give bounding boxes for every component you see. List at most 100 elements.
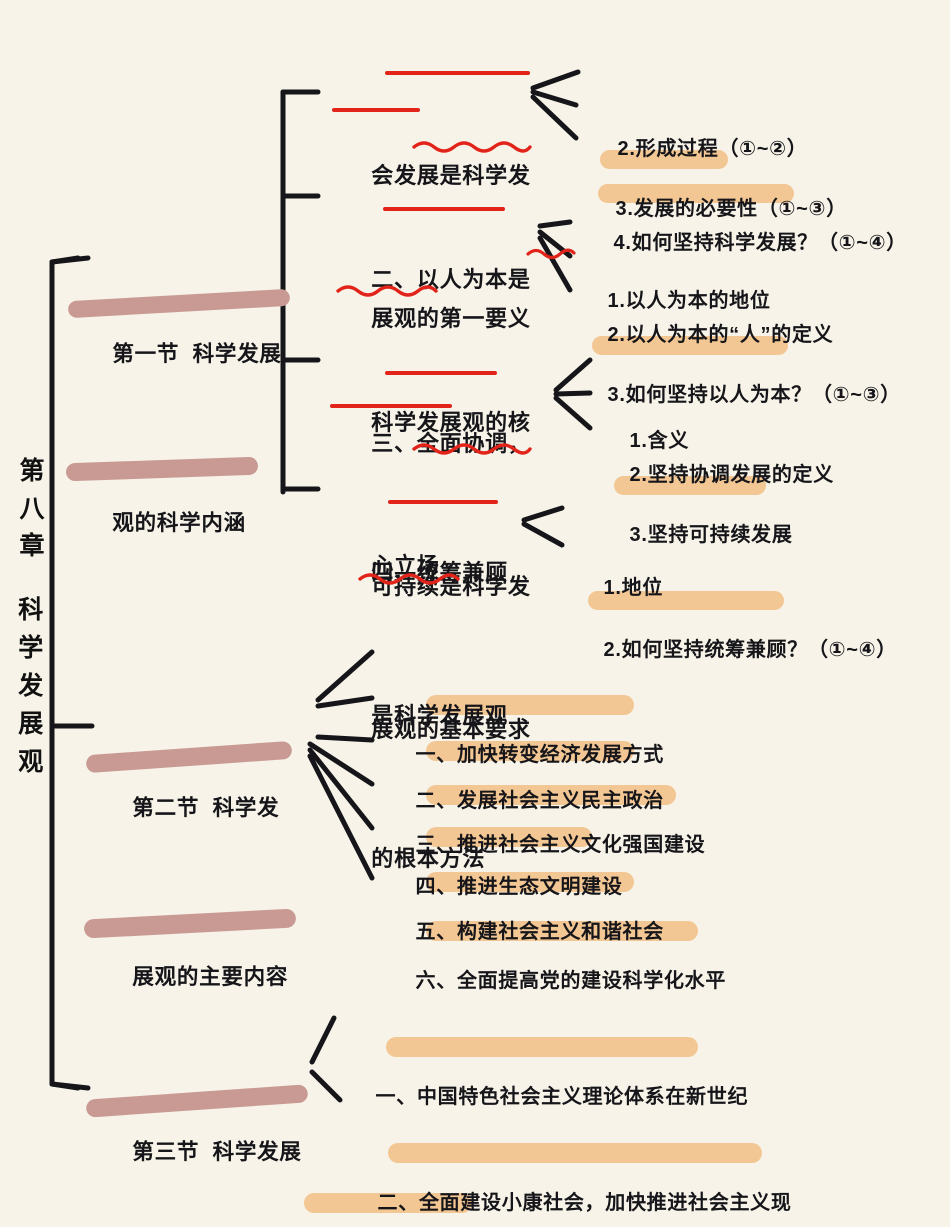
leaf-text: 地位 [621, 577, 664, 599]
root-chapter-title: 第八章 科 学 发 展 观 [10, 452, 54, 781]
pink-highlight [85, 740, 293, 774]
item-number: 一、 [415, 744, 457, 766]
section-2-item-6[interactable]: 六、全面提高党的建设科学化水平 [378, 864, 726, 1072]
pink-highlight [83, 907, 297, 939]
leaf-number: 2. [603, 639, 622, 661]
item-text: 推进生态文明建设 [456, 876, 623, 898]
item-text: 构建社会主义和谐社会 [456, 921, 664, 943]
leaf-text: 形成过程 [635, 138, 719, 160]
leaf-text: 如何坚持科学发展？ [631, 232, 818, 254]
item-number: 二、 [377, 1192, 419, 1214]
orange-highlight [426, 785, 676, 805]
leaf-1-2-1[interactable]: 1.以人为本的地位 [570, 210, 771, 392]
red-underline [332, 108, 420, 112]
leaf-number: 2. [617, 138, 636, 160]
leaf-1-1-3[interactable]: 4.如何坚持科学发展？（①~④） [576, 126, 907, 334]
red-underline [385, 71, 530, 75]
item-text: 推进社会主义文化强国建设 [456, 834, 706, 856]
leaf-1-4-1[interactable]: 1.地位 [566, 497, 663, 679]
leaf-text: 如何坚持以人为本？ [625, 384, 812, 406]
red-squiggle [526, 248, 576, 260]
orange-highlight [614, 476, 766, 495]
branch-1-3-line-2: 可持续是科学发 [371, 573, 531, 599]
section-2-line-1: 第二节 科学发 [85, 738, 293, 852]
red-underline [388, 500, 498, 504]
section-1-line-2: 观的科学内涵 [65, 454, 259, 568]
section-3-item-2[interactable]: 二、全面建设小康社会，加快推进社会主义现 代化的根本指针 [340, 1086, 792, 1227]
orange-highlight [426, 741, 634, 761]
leaf-1-2-3[interactable]: 3.如何坚持以人为本？（①~③） [570, 278, 901, 486]
pink-highlight [67, 288, 291, 319]
orange-highlight [426, 921, 698, 941]
section-3-item-1-line-2: 新阶段的接续发展 [304, 1188, 509, 1227]
leaf-number: 2. [629, 464, 648, 486]
leaf-1-3-2[interactable]: 2.坚持协调发展的定义 [592, 384, 834, 566]
orange-highlight [388, 1143, 762, 1163]
leaf-1-3-1[interactable]: 1.含义 [592, 350, 689, 532]
leaf-text: 坚持可持续发展 [647, 524, 793, 546]
section-3-item-1[interactable]: 一、中国特色社会主义理论体系在新世纪 新阶段的接续发展 [304, 980, 748, 1227]
orange-highlight [304, 1193, 472, 1213]
section-2-item-1[interactable]: 一、加快转变经济发展方式 [378, 638, 664, 846]
leaf-text: 以人为本的“人”的定义 [625, 324, 834, 346]
branch-1-4-line-2: 是科学发展观 [371, 702, 508, 728]
branch-1-2-label[interactable]: 二、以人为本是 科学发展观的核 心立场 [330, 180, 531, 666]
leaf-number: 4. [613, 232, 632, 254]
branch-1-3-line-3: 展观的基本要求 [371, 716, 531, 742]
leaf-1-2-2[interactable]: 2.以人为本的“人”的定义 [570, 244, 833, 426]
item-number: 五、 [415, 921, 457, 943]
leaf-1-4-2[interactable]: 2.如何坚持统筹兼顾？（①~④） [566, 533, 897, 741]
section-3-item-1-line-1: 一、中国特色社会主义理论体系在新世纪 [338, 1032, 748, 1136]
section-1-label[interactable]: 第一节 科学发展 观的科学内涵 [65, 228, 291, 623]
section-3-line-1: 第三节 科学发展 [85, 1082, 309, 1196]
orange-highlight [426, 872, 634, 892]
section-3-item-2-line-1: 二、全面建设小康社会，加快推进社会主义现 [340, 1138, 792, 1227]
leaf-number: 3. [607, 384, 626, 406]
orange-highlight [600, 150, 728, 169]
section-2-line-2: 展观的主要内容 [83, 907, 297, 1022]
item-number: 六、 [415, 970, 457, 992]
orange-highlight [386, 1037, 698, 1057]
section-1-line-1: 第一节 科学发展 [67, 284, 291, 398]
item-text: 全面建设小康社会，加快推进社会主义现 [418, 1192, 792, 1214]
item-text: 加快转变经济发展方式 [456, 744, 664, 766]
leaf-1-1-2[interactable]: 3.发展的必要性（①~③） [578, 92, 847, 300]
branch-1-2-line-3: 心立场 [371, 552, 440, 578]
section-2-label[interactable]: 第二节 科学发 展观的主要内容 [83, 682, 297, 1077]
section-2-item-5[interactable]: 五、构建社会主义和谐社会 [378, 815, 664, 1023]
root-topic-char-2: 发 [18, 670, 46, 700]
leaf-number: 1. [607, 290, 626, 312]
leaf-suffix: （①~③） [757, 198, 847, 220]
orange-highlight [598, 184, 794, 203]
section-2-item-4[interactable]: 四、推进生态文明建设 [378, 770, 623, 978]
red-squiggle [336, 285, 438, 297]
pink-highlight [85, 1084, 309, 1118]
branch-1-2-line-1: 二、以人为本是 [371, 266, 531, 292]
branch-1-1-label[interactable]: 会发展是科学发 展观的第一要义 [330, 76, 531, 419]
leaf-suffix: （①~④） [817, 232, 907, 254]
leaf-1-1-1[interactable]: 2.形成过程（①~②） [580, 58, 808, 240]
orange-highlight [426, 695, 634, 715]
leaf-number: 1. [629, 430, 648, 452]
orange-highlight [592, 336, 788, 355]
root-topic-char-1: 学 [18, 632, 46, 662]
branch-1-2-line-2: 科学发展观的核 [371, 409, 531, 435]
leaf-text: 如何坚持统筹兼顾？ [621, 639, 808, 661]
section-3-label[interactable]: 第三节 科学发展 观的历史地位 [85, 1026, 309, 1227]
section-2-item-3[interactable]: 三、推进社会主义文化强国建设 [378, 728, 705, 936]
root-chapter-char-1: 第八章 [19, 456, 45, 560]
orange-highlight [588, 591, 784, 610]
leaf-1-3-3[interactable]: 3.坚持可持续发展 [592, 418, 793, 626]
root-title-gap [10, 565, 54, 591]
leaf-number: 2. [607, 324, 626, 346]
red-underline [385, 371, 497, 375]
root-topic-char-0: 科 [18, 594, 46, 624]
leaf-suffix: （①~②） [718, 138, 808, 160]
leaf-text: 发展的必要性 [633, 198, 758, 220]
item-number: 二、 [415, 790, 457, 812]
section-2-item-2[interactable]: 二、发展社会主义民主政治 [378, 684, 664, 892]
leaf-text: 以人为本的地位 [625, 290, 771, 312]
leaf-number: 3. [629, 524, 648, 546]
branch-1-1-line-2: 展观的第一要义 [371, 305, 531, 331]
